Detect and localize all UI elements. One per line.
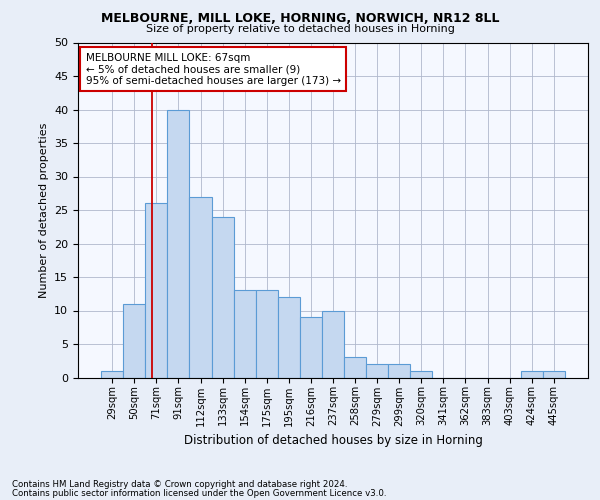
Bar	[344, 358, 366, 378]
Bar	[300, 317, 322, 378]
Bar	[190, 196, 212, 378]
Bar	[145, 204, 167, 378]
Text: Size of property relative to detached houses in Horning: Size of property relative to detached ho…	[146, 24, 454, 34]
Y-axis label: Number of detached properties: Number of detached properties	[38, 122, 49, 298]
Bar	[212, 216, 233, 378]
Bar	[256, 290, 278, 378]
Text: Contains HM Land Registry data © Crown copyright and database right 2024.: Contains HM Land Registry data © Crown c…	[12, 480, 347, 489]
Text: MELBOURNE, MILL LOKE, HORNING, NORWICH, NR12 8LL: MELBOURNE, MILL LOKE, HORNING, NORWICH, …	[101, 12, 499, 26]
Bar	[233, 290, 256, 378]
Bar	[521, 371, 543, 378]
Bar	[366, 364, 388, 378]
Bar	[322, 310, 344, 378]
Text: MELBOURNE MILL LOKE: 67sqm
← 5% of detached houses are smaller (9)
95% of semi-d: MELBOURNE MILL LOKE: 67sqm ← 5% of detac…	[86, 52, 341, 86]
Bar	[388, 364, 410, 378]
Bar	[167, 110, 190, 378]
Bar	[543, 371, 565, 378]
Text: Contains public sector information licensed under the Open Government Licence v3: Contains public sector information licen…	[12, 489, 386, 498]
Bar	[410, 371, 433, 378]
X-axis label: Distribution of detached houses by size in Horning: Distribution of detached houses by size …	[184, 434, 482, 447]
Bar	[123, 304, 145, 378]
Bar	[101, 371, 123, 378]
Bar	[278, 297, 300, 378]
